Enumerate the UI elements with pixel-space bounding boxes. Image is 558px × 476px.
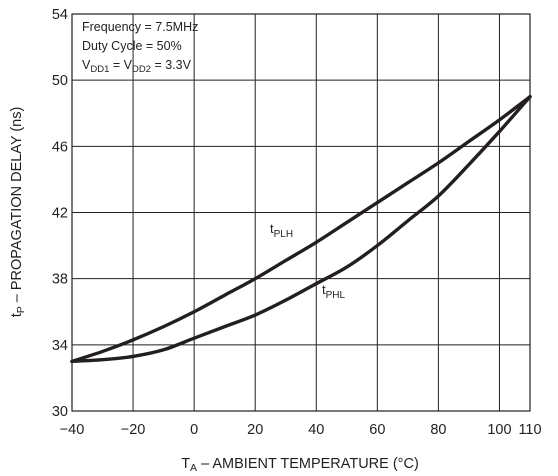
annotation-duty-cycle: Duty Cycle = 50% xyxy=(82,39,182,53)
series-label-tplh: tPLH xyxy=(270,221,293,240)
x-tick-label: 0 xyxy=(190,422,198,438)
series-layer xyxy=(70,95,532,364)
x-tick-labels: −40 −20 0 20 40 60 80 100 110 xyxy=(60,422,542,438)
annotation-box: Frequency = 7.5MHz Duty Cycle = 50% VDD1… xyxy=(82,20,198,75)
annotation-frequency: Frequency = 7.5MHz xyxy=(82,20,198,34)
x-tick-label: 60 xyxy=(369,422,385,438)
y-tick-label: 42 xyxy=(52,206,68,222)
x-axis-label: TA – AMBIENT TEMPERATURE (°C) xyxy=(181,456,419,474)
x-tick-label: −20 xyxy=(121,422,146,438)
x-tick-label: 110 xyxy=(518,422,541,438)
annotation-vdd: VDD1 = VDD2 = 3.3V xyxy=(82,58,192,75)
y-tick-labels: 30 34 38 42 46 50 54 xyxy=(52,7,68,420)
x-tick-label: 100 xyxy=(487,422,511,438)
x-tick-label: 80 xyxy=(430,422,446,438)
y-tick-label: 46 xyxy=(52,139,68,155)
series-line-tphl xyxy=(70,95,532,364)
grid xyxy=(71,13,531,412)
x-tick-label: 20 xyxy=(247,422,263,438)
series-line-tplh xyxy=(70,95,532,364)
series-label-tphl: tPHL xyxy=(322,282,346,301)
y-tick-label: 34 xyxy=(52,338,68,354)
x-tick-label: −40 xyxy=(60,422,85,438)
y-tick-label: 38 xyxy=(52,272,68,288)
y-tick-label: 54 xyxy=(52,7,68,23)
x-tick-label: 40 xyxy=(308,422,324,438)
y-tick-label: 50 xyxy=(52,73,68,89)
plot-frame xyxy=(71,13,531,412)
y-axis-label: tP – PROPAGATION DELAY (ns) xyxy=(9,107,27,318)
y-tick-label: 30 xyxy=(52,404,68,420)
